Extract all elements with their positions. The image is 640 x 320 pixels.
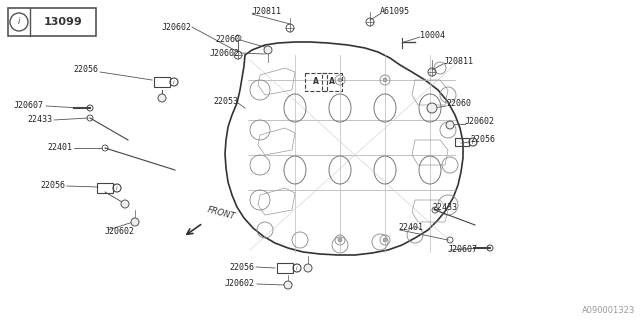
Text: 22401: 22401 [47,143,72,153]
Circle shape [264,46,272,54]
Text: 22053: 22053 [213,98,238,107]
Text: J20811: J20811 [444,58,474,67]
Text: FRONT: FRONT [206,205,236,221]
Text: J20602: J20602 [162,22,192,31]
Text: 22433: 22433 [27,116,52,124]
Circle shape [131,218,139,226]
Text: A090001323: A090001323 [582,306,635,315]
Circle shape [427,103,437,113]
Text: i: i [472,140,474,145]
Text: J20602: J20602 [105,228,135,236]
Text: A: A [313,77,319,86]
Text: 22056: 22056 [470,135,495,145]
Bar [455,138,469,146]
Text: i: i [18,18,20,27]
Text: J20602: J20602 [225,279,255,289]
Text: J20602: J20602 [465,117,495,126]
Circle shape [304,264,312,272]
Text: J20607: J20607 [448,245,478,254]
Text: 10004: 10004 [420,30,445,39]
Circle shape [121,200,129,208]
Text: i: i [116,186,118,190]
Bar [277,263,293,273]
Text: 22433: 22433 [432,203,457,212]
Text: i: i [296,266,298,270]
Bar [154,77,170,87]
Bar [97,183,113,193]
Circle shape [338,78,342,82]
Text: 22056: 22056 [229,262,254,271]
Circle shape [383,78,387,82]
Text: A61095: A61095 [380,7,410,17]
Circle shape [446,121,454,129]
Bar [305,73,327,91]
Circle shape [284,281,292,289]
Text: 22060: 22060 [215,36,240,44]
Text: i: i [173,79,175,84]
Text: 22060: 22060 [446,100,471,108]
Text: J20811: J20811 [252,7,282,17]
Text: 22056: 22056 [40,181,65,190]
Circle shape [338,238,342,242]
Text: J20607: J20607 [14,101,44,110]
Bar [322,73,342,91]
Text: J20602: J20602 [210,49,240,58]
Text: 13099: 13099 [44,17,83,27]
Text: A: A [329,77,335,86]
Text: 22401: 22401 [398,223,423,233]
Bar [8,8,96,36]
Circle shape [383,238,387,242]
Text: 22056: 22056 [73,66,98,75]
Circle shape [158,94,166,102]
